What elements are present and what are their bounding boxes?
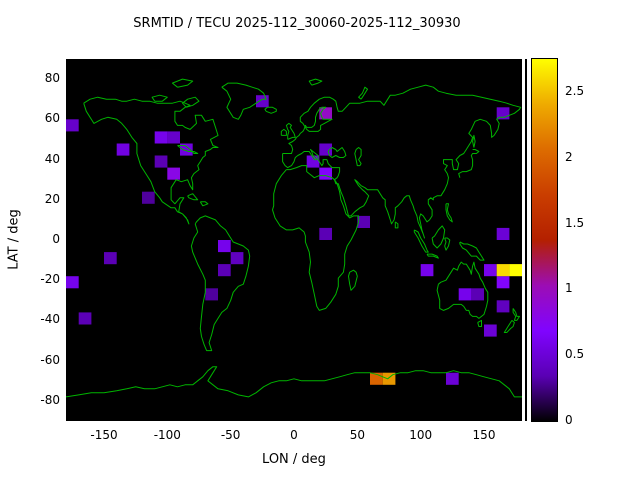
x-tick-label: 0	[290, 428, 298, 442]
colorbar-separator-line	[525, 59, 527, 421]
heatmap-cell	[230, 252, 244, 265]
heatmap-cell	[104, 252, 117, 265]
coastline-sri_lanka	[394, 221, 399, 229]
coastline-caspian_sea	[354, 147, 362, 167]
coastline-madagascar	[348, 269, 358, 291]
coastline-nz_north	[512, 308, 520, 321]
heatmap-cell	[319, 227, 332, 240]
coastline-sulawesi	[444, 237, 451, 251]
x-tick-label: -150	[90, 428, 118, 442]
coastline-black_sea	[327, 147, 347, 158]
coastline-antarctica	[66, 366, 522, 398]
heatmap-cell	[496, 264, 510, 277]
heatmap-cell	[205, 288, 218, 301]
coastline-java	[426, 253, 439, 259]
coastline-nz_south	[503, 320, 515, 333]
coastline-south_america	[190, 215, 251, 352]
heatmap-cell	[509, 264, 522, 277]
y-tick-label: 60	[44, 111, 60, 126]
heatmap-cell	[167, 131, 180, 144]
heatmap-cell	[66, 276, 79, 289]
y-tick-label: -40	[40, 312, 60, 327]
colorbar-gradient	[531, 58, 558, 422]
coastline-greenland	[221, 82, 267, 120]
heatmap-cell	[484, 324, 497, 337]
coastline-africa	[272, 165, 360, 311]
heatmap-cell	[357, 215, 370, 228]
coastline-australia	[436, 261, 489, 319]
heatmap-cell	[218, 264, 231, 277]
coastline-hispaniola	[199, 201, 209, 207]
coastline-novaya_zemlya	[358, 86, 368, 100]
coastline-philippines	[445, 203, 453, 223]
colorbar-tick-label: 1	[565, 281, 573, 296]
coastline-iceland	[264, 106, 277, 114]
coastline-uk	[285, 122, 296, 140]
colorbar-tick-label: 0.5	[565, 347, 585, 362]
x-tick-label: 50	[349, 428, 365, 442]
heatmap-cell	[496, 276, 510, 289]
heatmap-cell	[319, 107, 332, 120]
x-tick-label: -50	[220, 428, 241, 442]
heatmap-cell	[154, 155, 168, 168]
coastline-sakhalin	[472, 134, 476, 148]
colorbar	[531, 58, 558, 422]
heatmap-cell	[446, 372, 459, 385]
heatmap-cell	[66, 119, 79, 132]
coastline-great_lakes	[177, 145, 199, 154]
coastline-borneo	[431, 225, 446, 249]
x-tick-label: 150	[472, 428, 496, 442]
coastline-tasmania	[477, 319, 482, 327]
coastline-baffin_island	[182, 96, 200, 108]
coastline-eurasia	[282, 84, 522, 239]
world-heatmap-plot	[66, 59, 522, 421]
heatmap-cell	[167, 167, 180, 180]
coastline-north_america	[83, 96, 219, 225]
colorbar-tick-label: 0	[565, 413, 573, 427]
heatmap-cell	[484, 264, 497, 277]
coastline-svalbard	[308, 78, 323, 86]
colorbar-tick-label: 2.5	[565, 83, 585, 98]
y-tick-label: 0	[52, 232, 60, 246]
heatmap-cell	[180, 143, 193, 156]
coastline-sumatra	[413, 229, 429, 253]
coastline-new_guinea	[459, 241, 485, 261]
x-axis-label: LON / deg	[262, 452, 326, 467]
heatmap-cell	[319, 167, 332, 180]
y-tick-label: 80	[44, 71, 60, 86]
coastline-ireland	[280, 128, 287, 136]
y-tick-label: -60	[40, 352, 60, 367]
heatmap-cell	[471, 288, 484, 301]
colorbar-tick-label: 1.5	[565, 215, 585, 230]
map-background	[66, 59, 522, 421]
heatmap-cell	[458, 288, 472, 301]
heatmap-cell	[218, 240, 231, 253]
heatmap-cell	[116, 143, 130, 156]
chart-title: SRMTID / TECU 2025-112_30060-2025-112_30…	[133, 16, 461, 31]
heatmap-cell	[154, 131, 168, 144]
colorbar-tick-label: 2	[565, 149, 573, 164]
heatmap-cell	[256, 95, 269, 108]
x-tick-label: 100	[409, 428, 433, 442]
coastline-cuba	[187, 193, 199, 201]
y-tick-label: -20	[40, 272, 60, 287]
heatmap-cell	[496, 300, 510, 313]
y-tick-label: 40	[44, 151, 60, 166]
y-tick-label: -80	[40, 392, 60, 407]
heatmap-cell	[420, 264, 434, 277]
heatmap-cell	[496, 227, 510, 240]
y-tick-label: 20	[44, 191, 60, 206]
coastline-victoria_island	[151, 94, 168, 102]
coastline-ellesmere_island	[171, 78, 194, 88]
coastline-japan	[458, 149, 480, 178]
x-tick-label: -100	[153, 428, 181, 442]
heatmap-cell	[78, 312, 92, 325]
heatmap-cell	[142, 191, 155, 204]
